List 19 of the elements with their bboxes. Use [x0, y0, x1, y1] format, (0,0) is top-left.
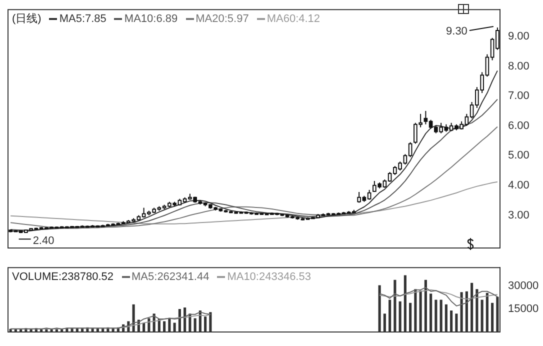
y-tick-label: 15000	[508, 303, 539, 316]
y-tick-label: 8.00	[508, 60, 530, 72]
y-tick-label: 4.00	[508, 179, 530, 192]
legend-label: MA10:6.89	[124, 12, 178, 25]
annotation: 2.40	[32, 235, 54, 248]
legend-label: MA5:7.85	[59, 12, 106, 25]
y-tick-label: 30000	[508, 280, 539, 292]
y-tick-label: 9.00	[508, 30, 530, 42]
chart-title: VOLUME:238780.52	[12, 270, 114, 283]
y-tick-label: 7.00	[508, 90, 530, 102]
y-tick-label: 6.00	[508, 120, 530, 132]
y-tick-label: 5.00	[508, 150, 530, 162]
legend-label: MA20:5.97	[196, 12, 249, 25]
legend-label: MA10:243346.53	[227, 270, 311, 283]
chart-title: (日线)	[12, 12, 42, 25]
legend-label: MA5:262341.44	[132, 270, 210, 283]
y-tick-label: 3.00	[508, 209, 530, 222]
annotation: 9.30	[446, 26, 468, 38]
legend-label: MA60:4.12	[266, 12, 320, 25]
